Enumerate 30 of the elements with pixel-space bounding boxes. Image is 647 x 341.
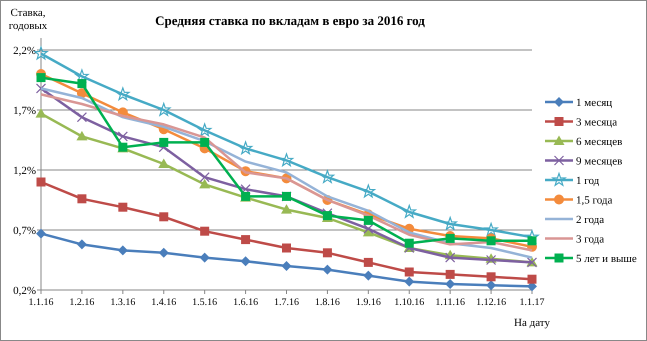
x-tick-label: 1.12.16 [476, 297, 506, 308]
x-tick-label: 1.5.16 [192, 297, 218, 308]
x-tick-label: 1.4.16 [151, 297, 176, 308]
y-tick-label: 1,2% [13, 165, 36, 177]
legend-label: 5 лет и выше [576, 253, 637, 265]
legend-label: 1 год [576, 175, 600, 187]
y-tick-label: 2,2% [13, 45, 36, 57]
y-tick-label: 0,7% [13, 225, 36, 237]
x-tick-label: 1.11.16 [435, 297, 465, 308]
legend-label: 2 года [576, 214, 604, 226]
chart-title: Средняя ставка по вкладам в евро за 2016 год [155, 13, 426, 28]
x-tick-label: 1.10.16 [394, 297, 424, 308]
x-tick-label: 1.8.16 [314, 297, 340, 308]
y-tick-label: 1,7% [13, 105, 36, 117]
y-tick-label: 0,2% [13, 285, 36, 297]
y-axis-title: Ставка, годовых [8, 7, 48, 32]
x-tick-label: 1.1.17 [520, 297, 544, 308]
x-tick-label: 1.7.16 [274, 297, 299, 308]
legend-label: 9 месяцев [576, 156, 622, 168]
x-tick-label: 1.3.16 [110, 297, 136, 308]
x-axis-title: На дату [514, 317, 550, 329]
legend-label: 3 года [576, 234, 604, 246]
x-tick-label: 1.9.16 [356, 297, 381, 308]
x-tick-label: 1.1.16 [28, 297, 54, 308]
x-tick-label: 1.6.16 [233, 297, 258, 308]
x-tick-label: 1.2.16 [69, 297, 94, 308]
legend-label: 1,5 года [576, 194, 613, 206]
legend-label: 6 месяцев [576, 136, 622, 148]
legend-label: 3 месяца [576, 116, 618, 128]
legend-label: 1 месяц [576, 97, 612, 109]
